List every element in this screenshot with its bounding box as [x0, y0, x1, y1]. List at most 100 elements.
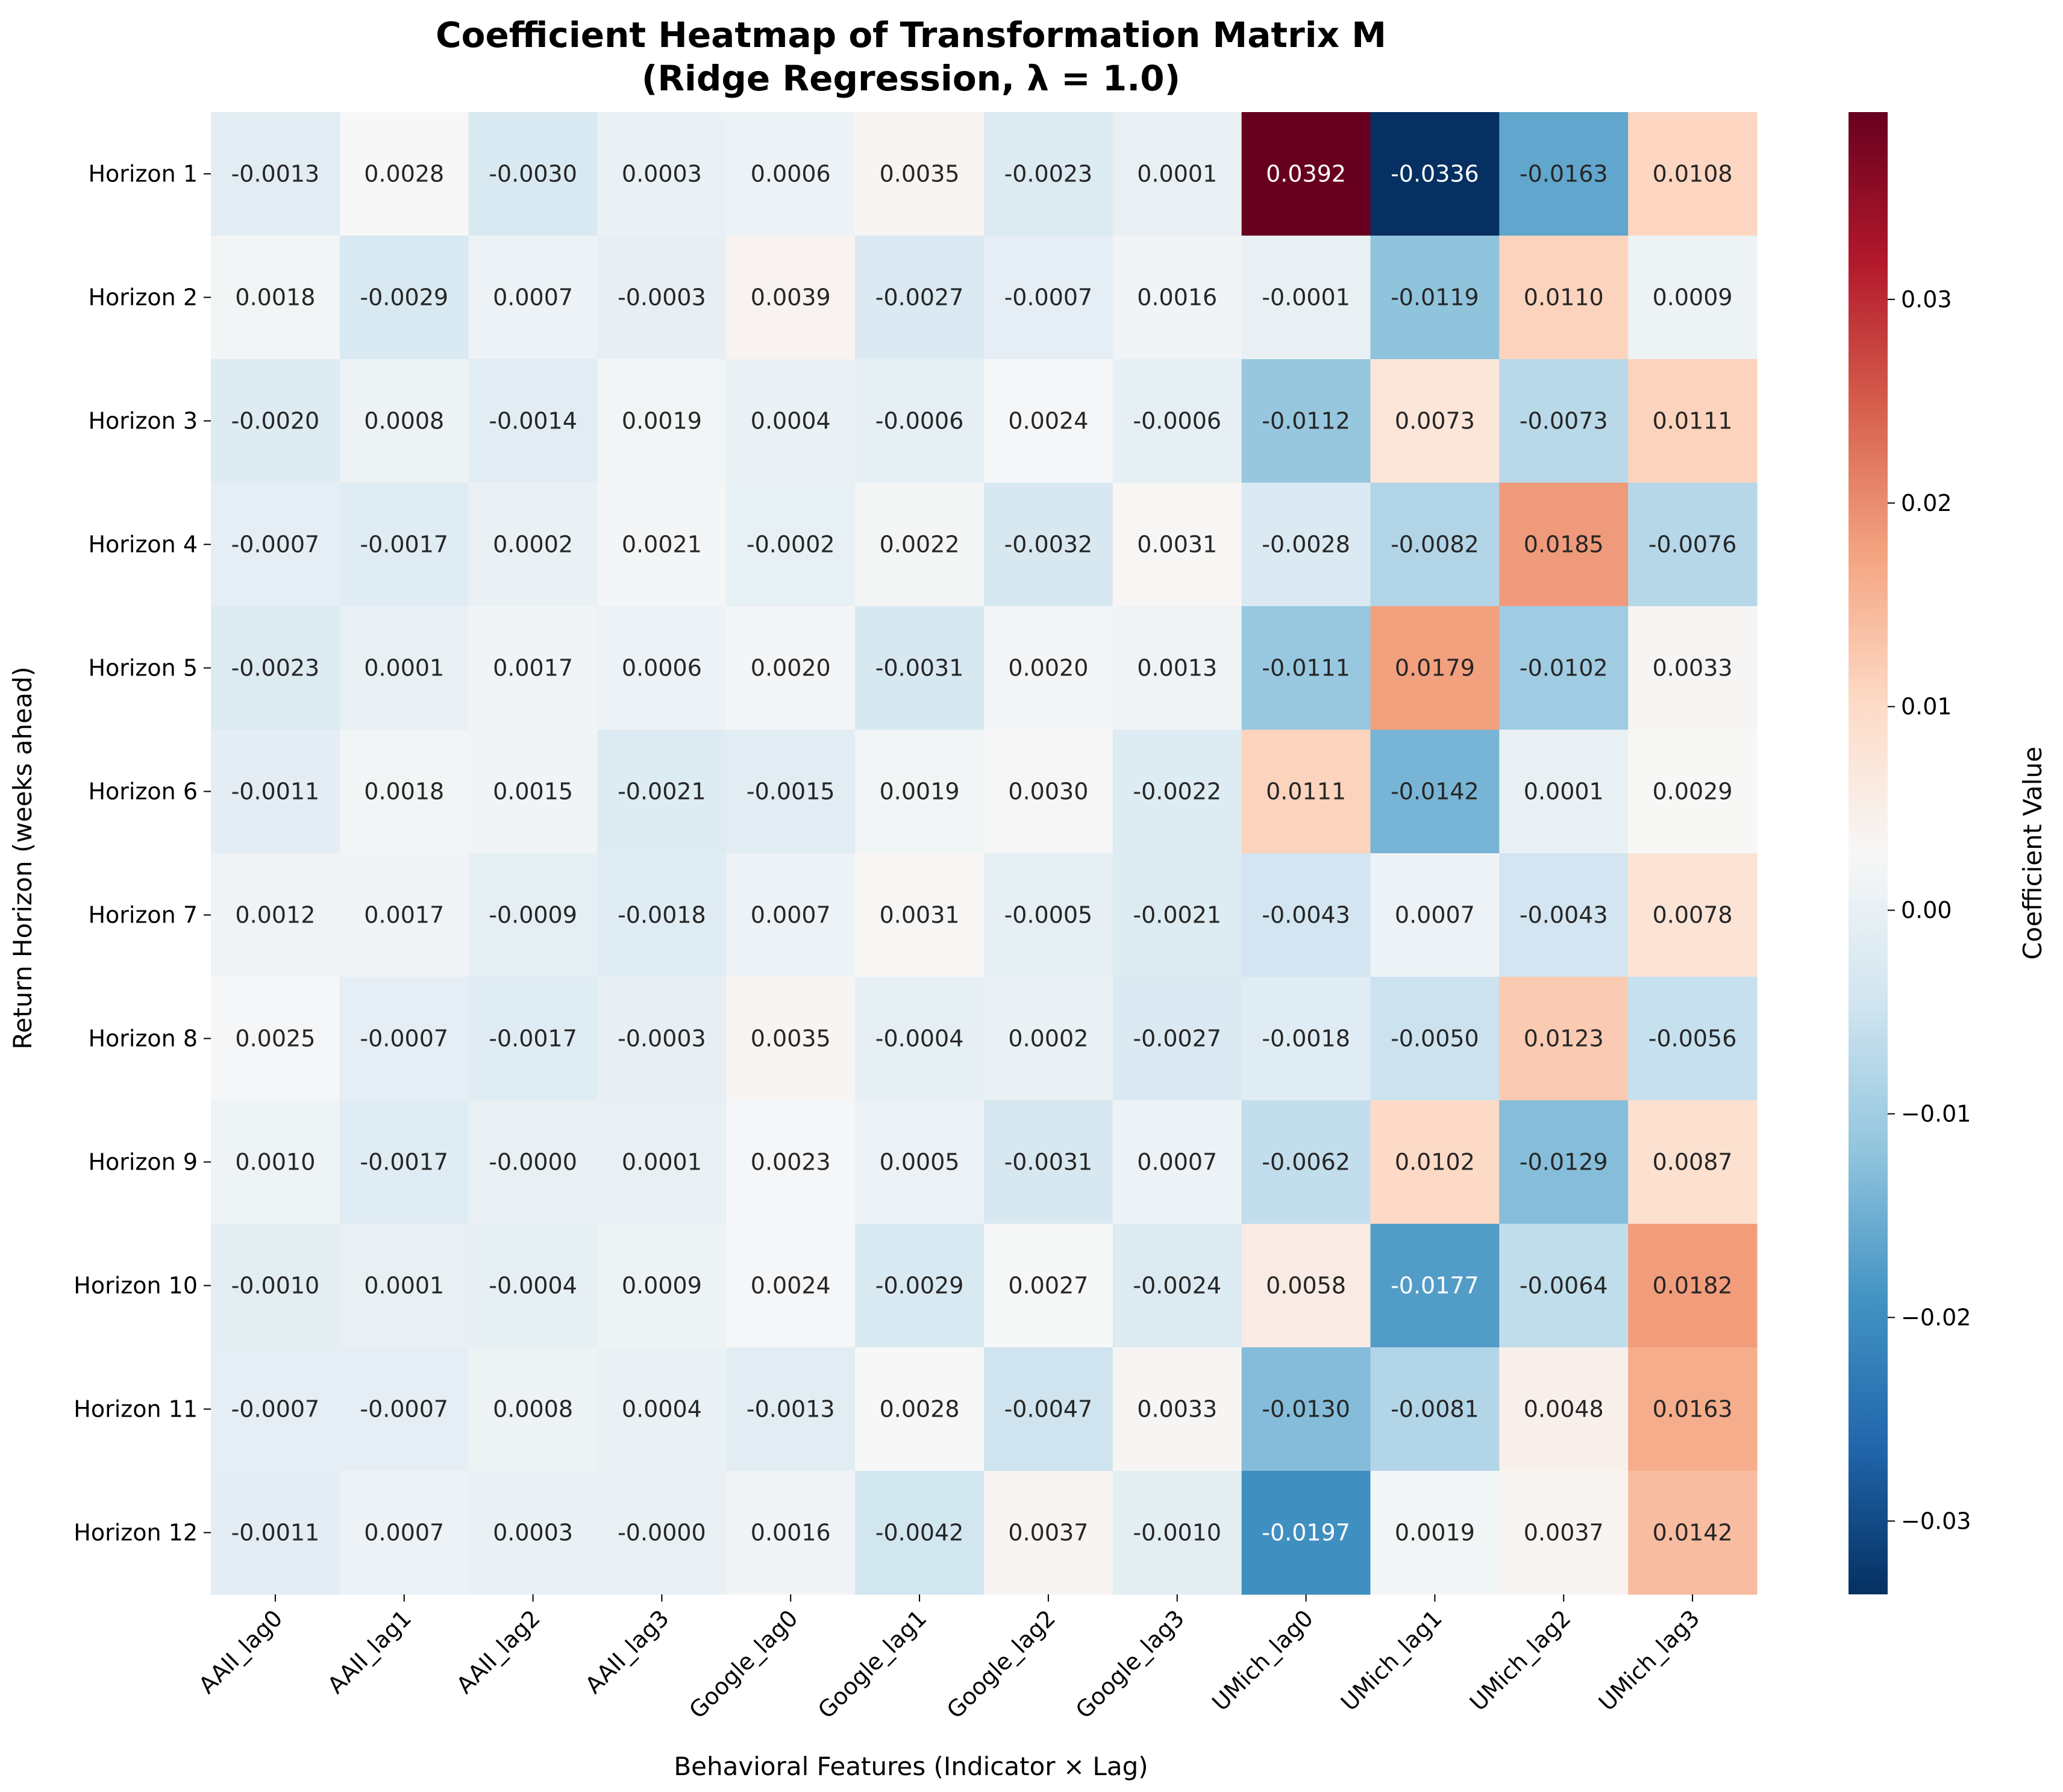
heatmap-cell	[339, 730, 469, 854]
heatmap-cell	[984, 730, 1113, 854]
cell-value-label: -0.0015	[747, 779, 835, 805]
heatmap-cell	[855, 1347, 985, 1471]
cell-value-label: 0.0111	[1266, 779, 1346, 805]
heatmap-cell	[1499, 853, 1629, 977]
heatmap-cell	[1241, 1471, 1371, 1595]
heatmap-cell	[984, 606, 1113, 730]
heatmap-cell	[1241, 1100, 1371, 1224]
heatmap-cell	[339, 483, 469, 607]
cell-value-label: -0.0018	[618, 902, 706, 929]
cell-value-label: 0.0018	[235, 284, 315, 311]
heatmap-cell	[726, 1471, 856, 1595]
heatmap-cell	[211, 1347, 340, 1471]
cell-value-label: -0.0017	[360, 531, 448, 558]
cell-value-label: 0.0006	[751, 161, 831, 187]
heatmap-cell	[1370, 730, 1500, 854]
cell-value-label: 0.0037	[1008, 1520, 1088, 1546]
cell-value-label: 0.0037	[1524, 1520, 1604, 1546]
y-axis-ticks: Horizon 1 Horizon 2 Horizon 3 Horizon 4 Hori…	[74, 161, 211, 1546]
heatmap-cell	[984, 1347, 1113, 1471]
cell-value-label: -0.0031	[875, 655, 964, 681]
cell-value-label: -0.0017	[489, 1026, 577, 1052]
y-tick-label: Horizon 7	[88, 902, 198, 929]
cell-value-label: 0.0058	[1266, 1273, 1346, 1299]
cell-value-label: 0.0020	[751, 655, 831, 681]
cell-value-label: -0.0043	[1262, 902, 1350, 929]
x-tick-label: AAII_lag3	[580, 1605, 674, 1699]
cell-value-label: 0.0004	[622, 1396, 702, 1423]
heatmap-cell	[1370, 112, 1500, 236]
colorbar-label: Coefficient Value	[2018, 747, 2047, 960]
cell-value-label: 0.0039	[751, 284, 831, 311]
heatmap-cell	[597, 1471, 727, 1595]
cell-value-label: 0.0020	[1008, 655, 1088, 681]
cell-value-label: 0.0007	[751, 902, 831, 929]
heatmap-cell	[1499, 1347, 1629, 1471]
cell-value-label: -0.0029	[360, 284, 448, 311]
cell-value-label: 0.0142	[1653, 1520, 1733, 1546]
cell-value-label: -0.0027	[875, 284, 964, 311]
cell-value-label: -0.0010	[231, 1273, 320, 1299]
cell-value-label: -0.0007	[360, 1396, 448, 1423]
heatmap-cell	[1499, 483, 1629, 607]
heatmap-cell	[468, 1471, 598, 1595]
cell-value-label: 0.0007	[493, 284, 573, 311]
cell-value-label: 0.0010	[235, 1149, 315, 1176]
heatmap-cell	[597, 1347, 727, 1471]
heatmap-cell	[1628, 606, 1758, 730]
cell-value-label: -0.0009	[489, 902, 577, 929]
cell-value-label: 0.0008	[493, 1396, 573, 1423]
heatmap-cell	[1370, 1224, 1500, 1348]
heatmap-cell	[339, 1224, 469, 1348]
cell-value-label: -0.0042	[875, 1520, 964, 1546]
cell-value-label: 0.0035	[880, 161, 960, 187]
cell-value-label: 0.0035	[751, 1026, 831, 1052]
heatmap-cell	[984, 977, 1113, 1101]
heatmap-cell	[1112, 1224, 1242, 1348]
cell-value-label: -0.0111	[1262, 655, 1350, 681]
cell-value-label: 0.0018	[364, 779, 444, 805]
heatmap-cells	[211, 112, 1758, 1595]
cell-value-label: -0.0047	[1004, 1396, 1093, 1423]
cell-value-label: -0.0006	[1133, 408, 1221, 434]
cell-value-label: 0.0073	[1395, 408, 1475, 434]
heatmap-cell	[211, 606, 340, 730]
heatmap-cell	[597, 1100, 727, 1224]
cell-value-label: -0.0336	[1391, 161, 1479, 187]
cell-value-label: 0.0002	[493, 531, 573, 558]
x-axis-label: Behavioral Features (Indicator × Lag)	[674, 1752, 1148, 1781]
y-tick-label: Horizon 5	[88, 655, 198, 681]
cell-value-label: 0.0017	[493, 655, 573, 681]
heatmap-cell	[1499, 236, 1629, 360]
heatmap-cell	[984, 1224, 1113, 1348]
heatmap-cell	[1499, 606, 1629, 730]
heatmap-cell	[1241, 236, 1371, 360]
cell-value-label: -0.0029	[875, 1273, 964, 1299]
heatmap-cell	[1112, 483, 1242, 607]
heatmap-cell	[1499, 1224, 1629, 1348]
heatmap-cell	[339, 1347, 469, 1471]
heatmap-cell	[1370, 359, 1500, 483]
cell-value-label: -0.0043	[1520, 902, 1608, 929]
cell-value-label: -0.0002	[747, 531, 835, 558]
cell-value-label: 0.0016	[1137, 284, 1217, 311]
heatmap-cell	[984, 112, 1113, 236]
cell-value-label: 0.0048	[1524, 1396, 1604, 1423]
heatmap-cell	[1499, 359, 1629, 483]
cell-value-label: -0.0177	[1391, 1273, 1479, 1299]
cell-value-label: -0.0021	[618, 779, 706, 805]
cell-value-label: -0.0000	[618, 1520, 706, 1546]
cell-value-label: 0.0078	[1653, 902, 1733, 929]
heatmap-cell	[211, 483, 340, 607]
heatmap-cell	[339, 1100, 469, 1224]
heatmap-cell	[855, 359, 985, 483]
cell-value-label: 0.0013	[1137, 655, 1217, 681]
cell-value-label: -0.0064	[1520, 1273, 1608, 1299]
cell-value-label: 0.0179	[1395, 655, 1475, 681]
chart-subtitle: (Ridge Regression, λ = 1.0)	[642, 58, 1180, 99]
cell-value-label: -0.0011	[231, 779, 320, 805]
heatmap-cell	[211, 359, 340, 483]
heatmap-cell	[468, 730, 598, 854]
cell-value-label: -0.0112	[1262, 408, 1350, 434]
y-tick-label: Horizon 8	[88, 1026, 198, 1052]
